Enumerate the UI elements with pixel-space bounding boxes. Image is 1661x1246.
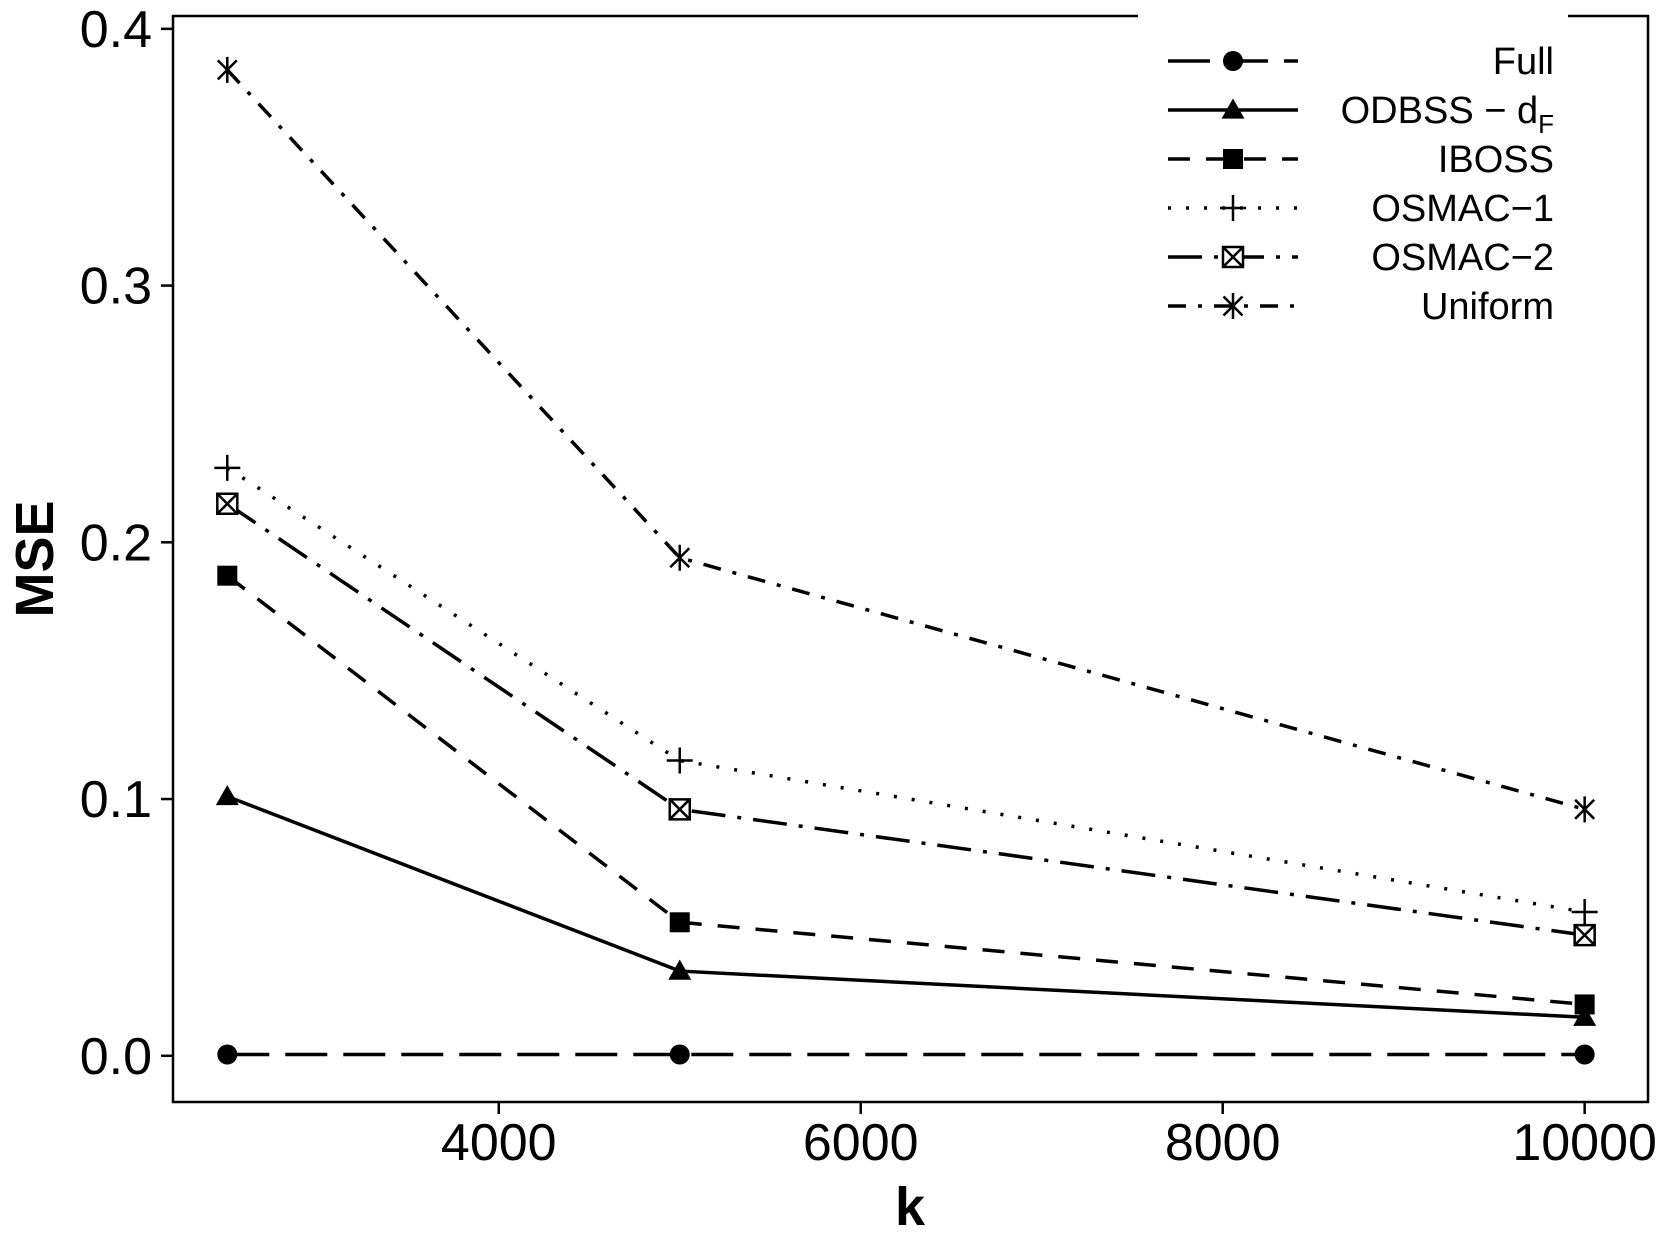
- series-line-uniform: [226, 68, 1586, 812]
- legend-item-osmac-2: OSMAC−2: [1168, 237, 1554, 279]
- legend-label: Uniform: [1421, 286, 1554, 328]
- legend-key-boxx: [1221, 245, 1245, 269]
- y-tick-label: 0.2: [80, 514, 152, 572]
- series-points: [214, 56, 1598, 1065]
- x-axis: 4000 6000 8000 10000: [441, 1102, 1657, 1172]
- data-point-circle: [1574, 1044, 1595, 1065]
- legend-item-full: Full: [1168, 41, 1554, 83]
- data-point-boxx: [216, 492, 239, 516]
- x-tick-label: 4000: [441, 1114, 557, 1172]
- y-axis: 0.0 0.1 0.2 0.3 0.4: [80, 1, 173, 1086]
- data-point-asterisk: [669, 544, 691, 571]
- data-point-square: [217, 565, 238, 586]
- data-point-asterisk: [216, 56, 238, 83]
- legend-label: ODBSS − dF: [1341, 90, 1554, 139]
- y-axis-title: MSE: [5, 500, 65, 617]
- data-point-circle: [217, 1044, 238, 1065]
- legend-item-osmac-1: OSMAC−1: [1168, 188, 1554, 230]
- data-point-boxx: [1573, 923, 1596, 947]
- data-point-square: [669, 912, 690, 933]
- y-tick-label: 0.4: [80, 1, 152, 59]
- legend-item-iboss: IBOSS: [1168, 139, 1554, 181]
- legend-key-circle: [1223, 51, 1243, 71]
- legend-label: IBOSS: [1438, 139, 1554, 181]
- y-tick-label: 0.3: [80, 258, 152, 316]
- y-tick-label: 0.1: [80, 771, 152, 829]
- data-point-plus: [1571, 899, 1598, 926]
- x-tick-label: 10000: [1512, 1114, 1657, 1172]
- data-point-boxx: [668, 798, 691, 821]
- data-point-triangle: [668, 959, 692, 980]
- legend-label: OSMAC−2: [1371, 237, 1554, 279]
- legend-key-plus: [1220, 195, 1246, 221]
- x-tick-label: 8000: [1165, 1114, 1281, 1172]
- data-point-circle: [669, 1044, 690, 1065]
- legend-key-triangle: [1221, 98, 1245, 119]
- y-tick-label: 0.0: [80, 1028, 152, 1086]
- data-point-plus: [214, 454, 241, 481]
- legend-label: Full: [1493, 41, 1554, 83]
- x-axis-title: k: [895, 1177, 926, 1237]
- data-point-asterisk: [1574, 796, 1596, 823]
- data-point-triangle: [1573, 1005, 1597, 1026]
- legend-item-uniform: Uniform: [1168, 286, 1554, 328]
- x-tick-label: 6000: [803, 1114, 919, 1172]
- legend-key-square: [1223, 149, 1243, 169]
- data-point-square: [1574, 994, 1595, 1015]
- data-point-triangle: [215, 784, 239, 806]
- legend-background: [1138, 14, 1568, 339]
- plot-panel-border: [171, 14, 1650, 1104]
- legend-key-asterisk: [1222, 293, 1244, 319]
- legend-item-odbss-df: ODBSS − dF: [1168, 90, 1554, 139]
- data-point-plus: [666, 747, 693, 774]
- legend-label: OSMAC−1: [1371, 188, 1554, 230]
